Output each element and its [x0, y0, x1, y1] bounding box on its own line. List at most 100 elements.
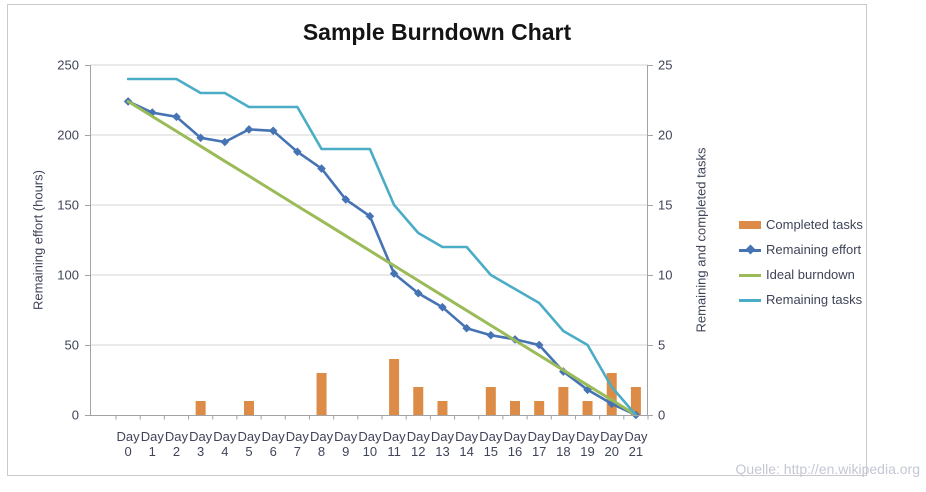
chart-title: Sample Burndown Chart	[302, 19, 572, 45]
bar	[316, 373, 327, 415]
x-tick-label: 1	[149, 444, 156, 459]
x-tick-label: 19	[580, 444, 594, 459]
diamond-marker	[317, 164, 326, 173]
x-tick-label: 21	[629, 444, 643, 459]
x-tick-label: 18	[556, 444, 570, 459]
bar	[437, 401, 448, 415]
legend-item-remaining-effort: Remaining effort	[739, 237, 863, 262]
x-tick-label: 3	[197, 444, 204, 459]
x-tick-label: 5	[245, 444, 252, 459]
diamond-marker	[486, 330, 496, 340]
legend-item-completed-tasks: Completed tasks	[739, 212, 863, 237]
legend-label-remaining-effort: Remaining effort	[766, 242, 862, 257]
x-tick-label: Day	[286, 429, 310, 444]
line-remaining-tasks	[126, 77, 638, 417]
legend-label-completed-tasks: Completed tasks	[766, 217, 863, 232]
diamond-marker	[244, 125, 254, 134]
diamond-marker	[438, 302, 447, 312]
x-tick-label: Day	[383, 429, 407, 444]
x-tick-label: 7	[294, 444, 301, 459]
legend-label-ideal-burndown: Ideal burndown	[766, 267, 855, 282]
y-tick-label-left: 250	[57, 58, 79, 73]
legend-label-remaining-tasks: Remaining tasks	[766, 292, 863, 307]
y-tick-label-right: 20	[658, 128, 672, 143]
left-axis-tick-labels: 0 50 100 150 200 250	[57, 58, 79, 423]
y-tick-label-left: 100	[57, 268, 79, 283]
diamond-marker	[389, 269, 399, 278]
bar	[534, 401, 545, 415]
x-tick-label: 4	[221, 444, 228, 459]
x-tick-label: Day	[407, 429, 431, 444]
x-tick-label: 16	[508, 444, 522, 459]
bar	[389, 359, 400, 415]
bar	[558, 387, 569, 415]
x-tick-label: 12	[411, 444, 425, 459]
x-tick-label: Day	[189, 429, 213, 444]
x-tick-label: 8	[318, 444, 325, 459]
bar	[630, 387, 641, 415]
chart-frame	[7, 4, 867, 476]
y-tick-label-left: 200	[57, 128, 79, 143]
x-tick-label: Day	[600, 429, 624, 444]
diamond-marker	[462, 323, 471, 333]
x-tick-label: 2	[173, 444, 180, 459]
x-tick-label: Day	[213, 429, 237, 444]
x-tick-label: Day	[552, 429, 576, 444]
y-tick-label-left: 150	[57, 198, 79, 213]
x-tick-label: 20	[604, 444, 618, 459]
x-tick-label: Day	[334, 429, 358, 444]
bar	[510, 401, 520, 415]
diamond-marker	[196, 133, 205, 143]
diamond-marker	[172, 112, 181, 122]
x-tick-label: Day	[503, 429, 527, 444]
diamond-marker	[268, 126, 278, 136]
line-swatch-icon	[739, 294, 763, 306]
legend-item-ideal-burndown: Ideal burndown	[739, 262, 863, 287]
x-tick-label: Day	[624, 429, 648, 444]
diamond-marker	[413, 288, 423, 298]
x-tick-label: 11	[387, 444, 401, 459]
y-tick-label-left: 0	[72, 408, 79, 423]
x-tick-label: Day	[141, 429, 165, 444]
y-tick-label-right: 10	[658, 268, 672, 283]
watermark-source: Quelle: http://en.wikipedia.org	[735, 461, 920, 477]
y-tick-label-right: 15	[658, 198, 672, 213]
diamond-marker	[293, 147, 302, 157]
x-tick-label: 0	[124, 444, 131, 459]
line-ideal-burndown	[126, 99, 638, 417]
x-tick-label: 15	[484, 444, 498, 459]
diamond-marker	[341, 195, 351, 204]
bar	[195, 401, 206, 415]
x-tick-label: 17	[532, 444, 546, 459]
bar	[485, 387, 496, 415]
x-tick-label: 9	[342, 444, 349, 459]
x-tick-label: 6	[270, 444, 277, 459]
x-tick-label: Day	[310, 429, 334, 444]
x-tick-label: Day	[262, 429, 286, 444]
x-tick-label: Day	[358, 429, 382, 444]
bars-completed-tasks	[195, 359, 641, 415]
x-tick-label: Day	[237, 429, 261, 444]
legend-item-remaining-tasks: Remaining tasks	[739, 287, 863, 312]
axes	[85, 65, 653, 420]
x-tick-label: Day	[528, 429, 552, 444]
legend: Completed tasks Remaining effort Ideal b…	[739, 212, 863, 312]
diamond-marker	[365, 211, 375, 221]
line-swatch-icon	[739, 269, 763, 281]
x-axis-tick-labels: Day0Day1Day2Day3Day4Day5Day6Day7Day8Day9…	[117, 429, 648, 459]
x-tick-label: Day	[431, 429, 455, 444]
x-tick-label: 13	[435, 444, 449, 459]
x-tick-label: Day	[576, 429, 600, 444]
gridlines	[90, 64, 648, 346]
y-tick-label-right: 5	[658, 338, 665, 353]
y-tick-label-right: 0	[658, 408, 665, 423]
x-tick-label: 10	[363, 444, 377, 459]
bar	[413, 387, 424, 415]
diamond-marker	[220, 137, 230, 147]
x-tick-label: Day	[165, 429, 189, 444]
x-tick-label: Day	[479, 429, 503, 444]
bar	[606, 373, 617, 415]
diamond-marker	[534, 340, 544, 350]
